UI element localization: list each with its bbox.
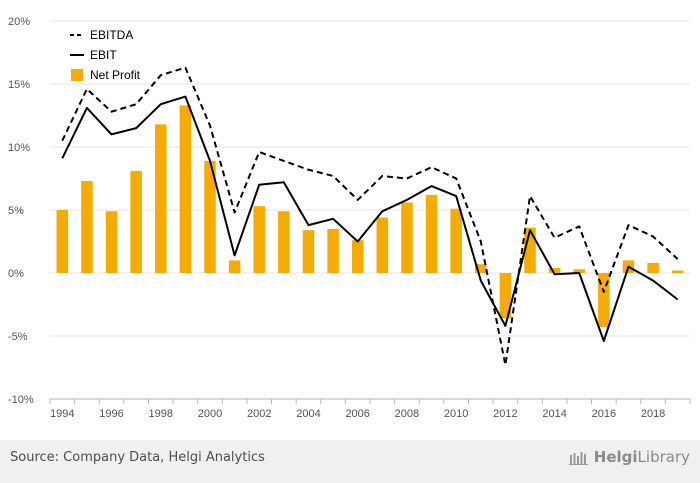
x-tick-label: 2010: [444, 408, 468, 420]
footer: Source: Company Data, Helgi Analytics He…: [0, 440, 700, 483]
net-profit-bar: [671, 270, 684, 273]
net-profit-bar: [155, 124, 167, 273]
y-tick-label: 10%: [8, 142, 30, 154]
x-tick-label: 2012: [493, 408, 517, 420]
net-profit-bar: [647, 262, 659, 273]
brand-prefix: Helgi: [593, 448, 638, 466]
net-profit-bar: [228, 260, 241, 273]
net-profit-bar: [499, 273, 512, 319]
net-profit-bar: [179, 105, 192, 273]
x-tick-label: 2014: [542, 408, 566, 420]
net-profit-bar: [56, 210, 69, 273]
y-tick-label: -10%: [8, 394, 34, 406]
y-tick-label: 0%: [8, 268, 24, 280]
net-profit-bar: [351, 240, 364, 273]
legend-label: EBIT: [90, 48, 117, 62]
net-profit-bar: [376, 217, 389, 273]
legend-swatch: [71, 69, 83, 81]
net-profit-bar: [204, 160, 216, 273]
library-icon: [568, 452, 588, 465]
chart: 20% 15% 10% 5% 0% -5% -10% 1994 1996 1998 2000 2002…: [8, 16, 691, 420]
net-profit-bar: [401, 202, 413, 273]
x-tick-label: 2016: [592, 408, 616, 420]
source-text: Source: Company Data, Helgi Analytics: [10, 450, 265, 465]
x-tick-label: 2008: [395, 408, 419, 420]
net-profit-bar: [253, 206, 265, 273]
x-tick-label: 2004: [296, 408, 320, 420]
grid-lines: [50, 20, 690, 400]
net-profit-bar: [105, 211, 118, 273]
legend-label: Net Profit: [90, 68, 141, 82]
net-profit-bar: [475, 264, 487, 273]
y-tick-label: 20%: [8, 16, 30, 28]
x-tick-label: 2000: [198, 408, 222, 420]
x-tick-label: 1996: [99, 408, 123, 420]
brand-logo: HelgiLibrary: [568, 448, 690, 466]
net-profit-bar: [81, 181, 93, 273]
x-tick-label: 2006: [345, 408, 369, 420]
ebit-line: [61, 95, 679, 342]
net-profit-bar: [302, 230, 315, 273]
x-axis: [49, 398, 691, 404]
ebitda-line: [61, 66, 679, 366]
net-profit-bar: [327, 228, 339, 273]
net-profit-bars: [56, 105, 684, 328]
y-tick-label: 5%: [8, 205, 24, 217]
legend-label: EBITDA: [90, 28, 133, 42]
net-profit-bar: [278, 211, 290, 273]
net-profit-bar: [425, 194, 438, 273]
tick-labels: 20% 15% 10% 5% 0% -5% -10% 1994 1996 1998 2000 2002…: [8, 16, 665, 420]
x-tick-label: 2018: [641, 408, 665, 420]
net-profit-bar: [548, 267, 561, 273]
x-tick-label: 1994: [50, 408, 74, 420]
net-profit-bar: [524, 227, 536, 273]
net-profit-bar: [130, 170, 142, 273]
net-profit-bar: [573, 269, 585, 273]
net-profit-bar: [450, 208, 462, 273]
line-series: [61, 66, 679, 366]
x-tick-label: 2002: [247, 408, 271, 420]
y-tick-label: -5%: [8, 331, 28, 343]
net-profit-bar: [598, 273, 610, 328]
brand-suffix: Library: [637, 448, 690, 466]
x-tick-label: 1998: [149, 408, 173, 420]
y-tick-label: 15%: [8, 79, 30, 91]
legend: EBITDA EBIT Net Profit: [70, 28, 141, 82]
